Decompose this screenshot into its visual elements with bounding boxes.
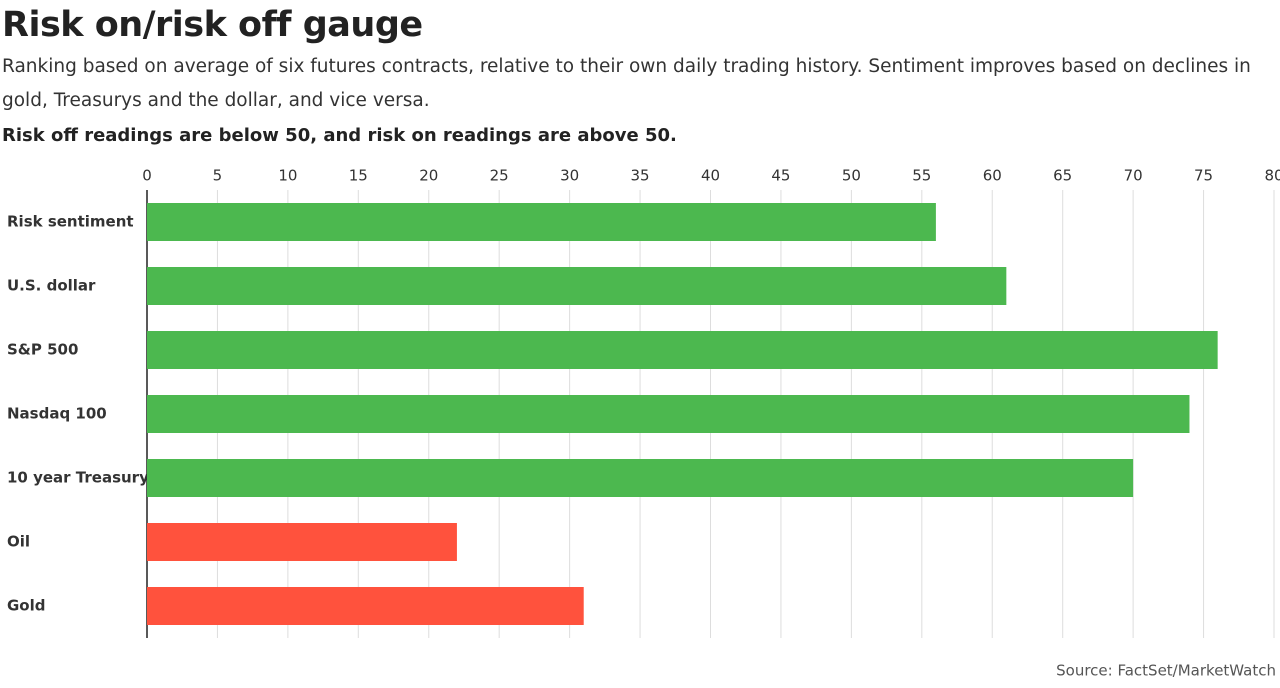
bar bbox=[147, 523, 457, 561]
chart-subtitle: Ranking based on average of six futures … bbox=[2, 56, 1251, 111]
y-tick-label: Risk sentiment bbox=[7, 213, 134, 231]
x-tick-label: 30 bbox=[560, 167, 579, 185]
x-tick-label: 5 bbox=[213, 167, 223, 185]
y-tick-label: Oil bbox=[7, 533, 30, 551]
x-tick-label: 80 bbox=[1264, 167, 1280, 185]
y-tick-label: Gold bbox=[7, 597, 46, 615]
bar bbox=[147, 459, 1134, 497]
x-tick-label: 10 bbox=[278, 167, 297, 185]
x-tick-label: 0 bbox=[142, 167, 152, 185]
bar bbox=[147, 587, 584, 625]
x-tick-label: 70 bbox=[1124, 167, 1143, 185]
bar bbox=[147, 395, 1190, 433]
chart-note: Risk off readings are below 50, and risk… bbox=[2, 125, 677, 146]
x-tick-label: 55 bbox=[912, 167, 931, 185]
bar bbox=[147, 331, 1218, 369]
y-tick-label: U.S. dollar bbox=[7, 277, 96, 295]
x-tick-label: 25 bbox=[490, 167, 509, 185]
x-tick-label: 45 bbox=[771, 167, 790, 185]
y-tick-label: S&P 500 bbox=[7, 341, 78, 359]
source: Source: FactSet/MarketWatch bbox=[1056, 662, 1276, 680]
bar bbox=[147, 203, 936, 241]
y-tick-label: 10 year Treasury bbox=[7, 469, 149, 487]
x-tick-label: 35 bbox=[631, 167, 650, 185]
x-tick-label: 40 bbox=[701, 167, 720, 185]
x-tick-label: 50 bbox=[842, 167, 861, 185]
x-tick-label: 15 bbox=[349, 167, 368, 185]
x-tick-label: 65 bbox=[1053, 167, 1072, 185]
x-tick-label: 75 bbox=[1194, 167, 1213, 185]
x-tick-label: 60 bbox=[983, 167, 1002, 185]
bar bbox=[147, 267, 1007, 305]
header: Risk on/risk off gauge Ranking based on … bbox=[2, 0, 1272, 154]
y-tick-label: Nasdaq 100 bbox=[7, 405, 107, 423]
chart-title: Risk on/risk off gauge bbox=[2, 5, 423, 45]
x-tick-label: 20 bbox=[419, 167, 438, 185]
